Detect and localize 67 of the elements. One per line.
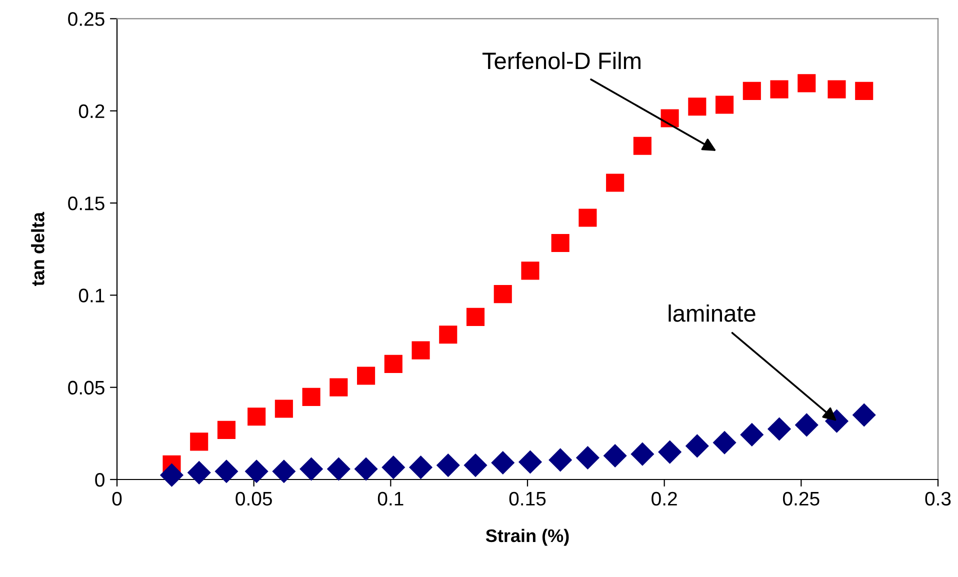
point bbox=[521, 262, 540, 280]
x-tick-label: 0.15 bbox=[509, 492, 546, 506]
y-tick-label: 0.15 bbox=[68, 196, 104, 210]
point bbox=[688, 98, 706, 116]
point bbox=[409, 456, 432, 479]
x-axis-title: Strain (%) bbox=[486, 528, 569, 546]
x-tick-label: 0.3 bbox=[925, 492, 951, 506]
point bbox=[272, 460, 296, 483]
point bbox=[548, 448, 572, 472]
point bbox=[828, 80, 846, 98]
point bbox=[578, 208, 597, 227]
x-tick-label: 0.1 bbox=[378, 492, 404, 506]
y-tick-label: 0.25 bbox=[68, 12, 104, 26]
point bbox=[795, 413, 818, 436]
point bbox=[384, 354, 402, 373]
x-tick-label: 0.2 bbox=[652, 492, 677, 506]
y-tick-label: 0.2 bbox=[78, 104, 104, 118]
point bbox=[436, 454, 460, 477]
point bbox=[382, 456, 405, 479]
point bbox=[466, 308, 485, 326]
point bbox=[302, 388, 320, 406]
y-tick-label: 0.05 bbox=[68, 380, 104, 395]
point bbox=[742, 82, 761, 100]
point bbox=[464, 454, 487, 477]
point bbox=[327, 457, 350, 480]
point bbox=[768, 418, 791, 440]
point bbox=[686, 434, 709, 458]
point bbox=[412, 341, 430, 360]
point bbox=[214, 460, 238, 483]
point bbox=[852, 403, 876, 426]
point bbox=[160, 464, 184, 487]
point bbox=[248, 408, 266, 426]
point bbox=[551, 234, 570, 252]
y-tick-label: 0.1 bbox=[78, 288, 104, 302]
x-tick-label: 0 bbox=[112, 492, 122, 506]
point bbox=[633, 136, 652, 155]
point bbox=[494, 285, 512, 304]
annotation: Terfenol-D Film bbox=[482, 52, 640, 70]
x-tick-label: 0.05 bbox=[236, 492, 272, 506]
point bbox=[576, 446, 600, 470]
point bbox=[274, 400, 293, 418]
point bbox=[491, 451, 514, 474]
point bbox=[630, 442, 654, 466]
point bbox=[713, 431, 736, 454]
point bbox=[604, 444, 627, 468]
point bbox=[770, 80, 788, 98]
point bbox=[354, 457, 378, 480]
point bbox=[660, 109, 679, 128]
point bbox=[330, 378, 348, 396]
point bbox=[855, 82, 874, 100]
point bbox=[300, 457, 323, 480]
y-axis-title: tan delta bbox=[31, 212, 44, 286]
x-tick-label: 0.25 bbox=[783, 492, 820, 506]
y-tick-label: 0 bbox=[95, 472, 104, 487]
point bbox=[518, 450, 542, 474]
point bbox=[740, 423, 764, 446]
point bbox=[245, 460, 268, 483]
point bbox=[606, 174, 624, 192]
point bbox=[439, 326, 458, 344]
point bbox=[190, 432, 208, 451]
point bbox=[716, 96, 734, 114]
point bbox=[217, 420, 236, 439]
point bbox=[188, 461, 211, 484]
point bbox=[658, 440, 682, 464]
annotation: laminate bbox=[668, 304, 756, 322]
point bbox=[798, 74, 816, 92]
point bbox=[357, 366, 376, 385]
